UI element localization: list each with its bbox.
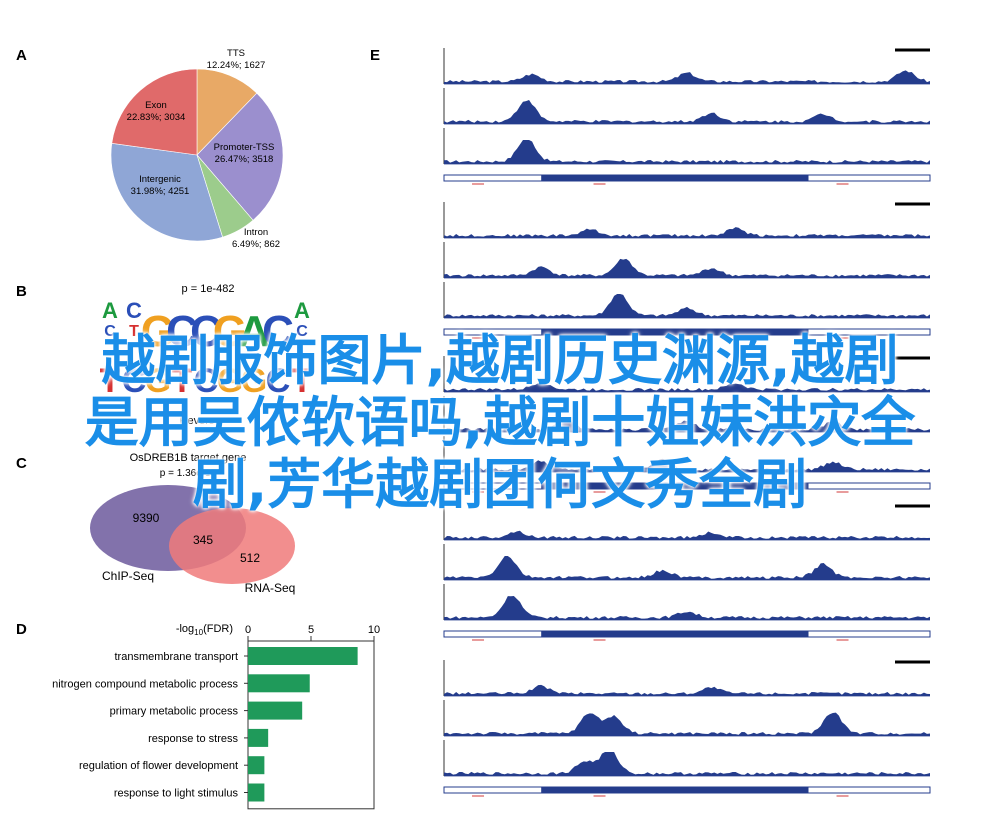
- pie-slice-tts: [196, 68, 258, 156]
- logo-rev-letter-7: C: [266, 362, 291, 400]
- bar-5: [248, 783, 265, 802]
- pie-slice-exon: [111, 68, 198, 156]
- motif-pvalue: p = 1e-482: [182, 283, 235, 295]
- venn-overlap-count: 345: [193, 533, 213, 547]
- logo-letter-0: A: [102, 298, 118, 323]
- gene-exon: [541, 787, 809, 793]
- gene-exon: [541, 175, 809, 181]
- track-signal: [444, 227, 930, 238]
- logo-rev-letter-5: G: [217, 362, 243, 400]
- logo-rev-letter-8: T: [292, 362, 313, 400]
- track-block-osrbcs3: [443, 48, 931, 185]
- pie-slice-intergenic: [110, 142, 223, 242]
- logo-letter-sub-8: C: [296, 323, 308, 340]
- track-block-osnrt1-1b: [443, 504, 931, 641]
- gene-exon: [541, 483, 809, 489]
- logo-rev-letter-2: G: [145, 362, 171, 400]
- bar-category-label-3: response to stress: [148, 733, 238, 745]
- track-block-osnr2: [443, 202, 931, 339]
- track-signal: [444, 684, 930, 696]
- bar-category-label-0: transmembrane transport: [115, 651, 239, 663]
- bar-3: [248, 728, 269, 747]
- track-signal: [444, 140, 930, 164]
- panel-label-d: D: [16, 621, 27, 638]
- genome-tracks: [443, 48, 931, 797]
- pie-label-intergenic-pct: 31.98%; 4251: [131, 186, 190, 197]
- logo-rev-letter-4: C: [194, 362, 219, 400]
- bar-category-label-5: response to light stimulus: [114, 788, 239, 800]
- bar-4: [248, 756, 265, 775]
- pie-label-promoter-name: Promoter-TSS: [214, 142, 275, 153]
- logo-letter-4: C: [190, 307, 222, 356]
- venn-left-count: 9390: [133, 511, 160, 525]
- venn-right-label: RNA-Seq: [245, 581, 296, 595]
- track-signal: [444, 556, 930, 580]
- track-signal: [444, 294, 930, 318]
- logo-letter-7: C: [262, 307, 294, 356]
- track-signal: [444, 712, 930, 736]
- pie-label-promoter-pct: 26.47%; 3518: [215, 154, 274, 165]
- pie-slice-promoter-tss: [196, 92, 284, 221]
- logo-letter-5: G: [213, 307, 247, 356]
- venn-left-label: ChIP-Seq: [102, 569, 154, 583]
- venn-rna-circle: [169, 508, 295, 584]
- pie-label-tts-name: TTS: [227, 48, 245, 59]
- motif-reverse-label: Reverse: [180, 415, 221, 427]
- track-signal: [444, 530, 930, 540]
- gene-exon: [541, 631, 809, 637]
- gene-exon: [541, 329, 809, 335]
- motif-target-gene: OsDREB1B target gene: [130, 452, 247, 464]
- bar-tick-label-1: 5: [308, 624, 314, 636]
- bar-tick-label-2: 10: [368, 624, 380, 636]
- panel-label-c: C: [16, 455, 27, 472]
- track-signal: [444, 70, 930, 84]
- track-signal: [444, 420, 930, 432]
- track-signal: [444, 100, 930, 124]
- bar-xlabel: -log10(FDR): [176, 623, 233, 637]
- logo-letter-8: A: [294, 298, 310, 323]
- motif-target-pvalue: p = 1.36e-15: [160, 468, 217, 479]
- logo-letter-2: G: [141, 307, 175, 356]
- pie-labels: TTS 12.24%; 1627 Promoter-TSS 26.47%; 35…: [127, 48, 280, 250]
- track-signal: [444, 752, 930, 776]
- logo-letter-sub-0: C: [104, 323, 116, 340]
- bar-frame: [247, 640, 375, 810]
- logo-letter-sub-1: T: [129, 323, 139, 340]
- logo-letter-1: C: [126, 298, 142, 323]
- bar-category-label-1: nitrogen compound metabolic process: [52, 678, 238, 690]
- track-signal: [444, 596, 930, 620]
- bar-tick-label-0: 0: [245, 624, 251, 636]
- bar-category-label-4: regulation of flower development: [79, 760, 238, 772]
- track-block-ospip2: [443, 356, 931, 493]
- logo-rev-letter-6: G: [241, 362, 267, 400]
- pie-label-exon-pct: 22.83%; 3034: [127, 112, 186, 123]
- bar-1: [248, 674, 310, 693]
- pie-label-tts-pct: 12.24%; 1627: [207, 60, 266, 71]
- track-signal: [444, 383, 930, 392]
- bar-0: [248, 647, 358, 665]
- logo-letter-3: C: [166, 307, 198, 356]
- panel-label-e: E: [370, 47, 380, 64]
- panel-label-b: B: [16, 283, 27, 300]
- bar-2: [248, 701, 303, 720]
- pie-label-intergenic-name: Intergenic: [139, 174, 181, 185]
- panel-label-a: A: [16, 47, 27, 64]
- logo-letter-6: A: [238, 307, 270, 356]
- pie-chart: [110, 68, 284, 242]
- track-signal: [444, 258, 930, 278]
- logo-rev-letter-0: T: [100, 362, 121, 400]
- go-bar-chart: -log10(FDR) 0 5 10 transmembrane transport ni…: [52, 623, 380, 810]
- pie-label-intron-pct: 6.49%; 862: [232, 239, 280, 250]
- track-signal: [444, 458, 930, 472]
- pie-label-exon-name: Exon: [145, 100, 167, 111]
- logo-rev-letter-3: T: [172, 362, 193, 400]
- pie-label-intron-name: Intron: [244, 227, 268, 238]
- track-block-osftl1: [443, 660, 931, 797]
- venn-right-count: 512: [240, 551, 260, 565]
- logo-rev-letter-1: C: [122, 362, 147, 400]
- bar-category-label-2: primary metabolic process: [110, 706, 239, 718]
